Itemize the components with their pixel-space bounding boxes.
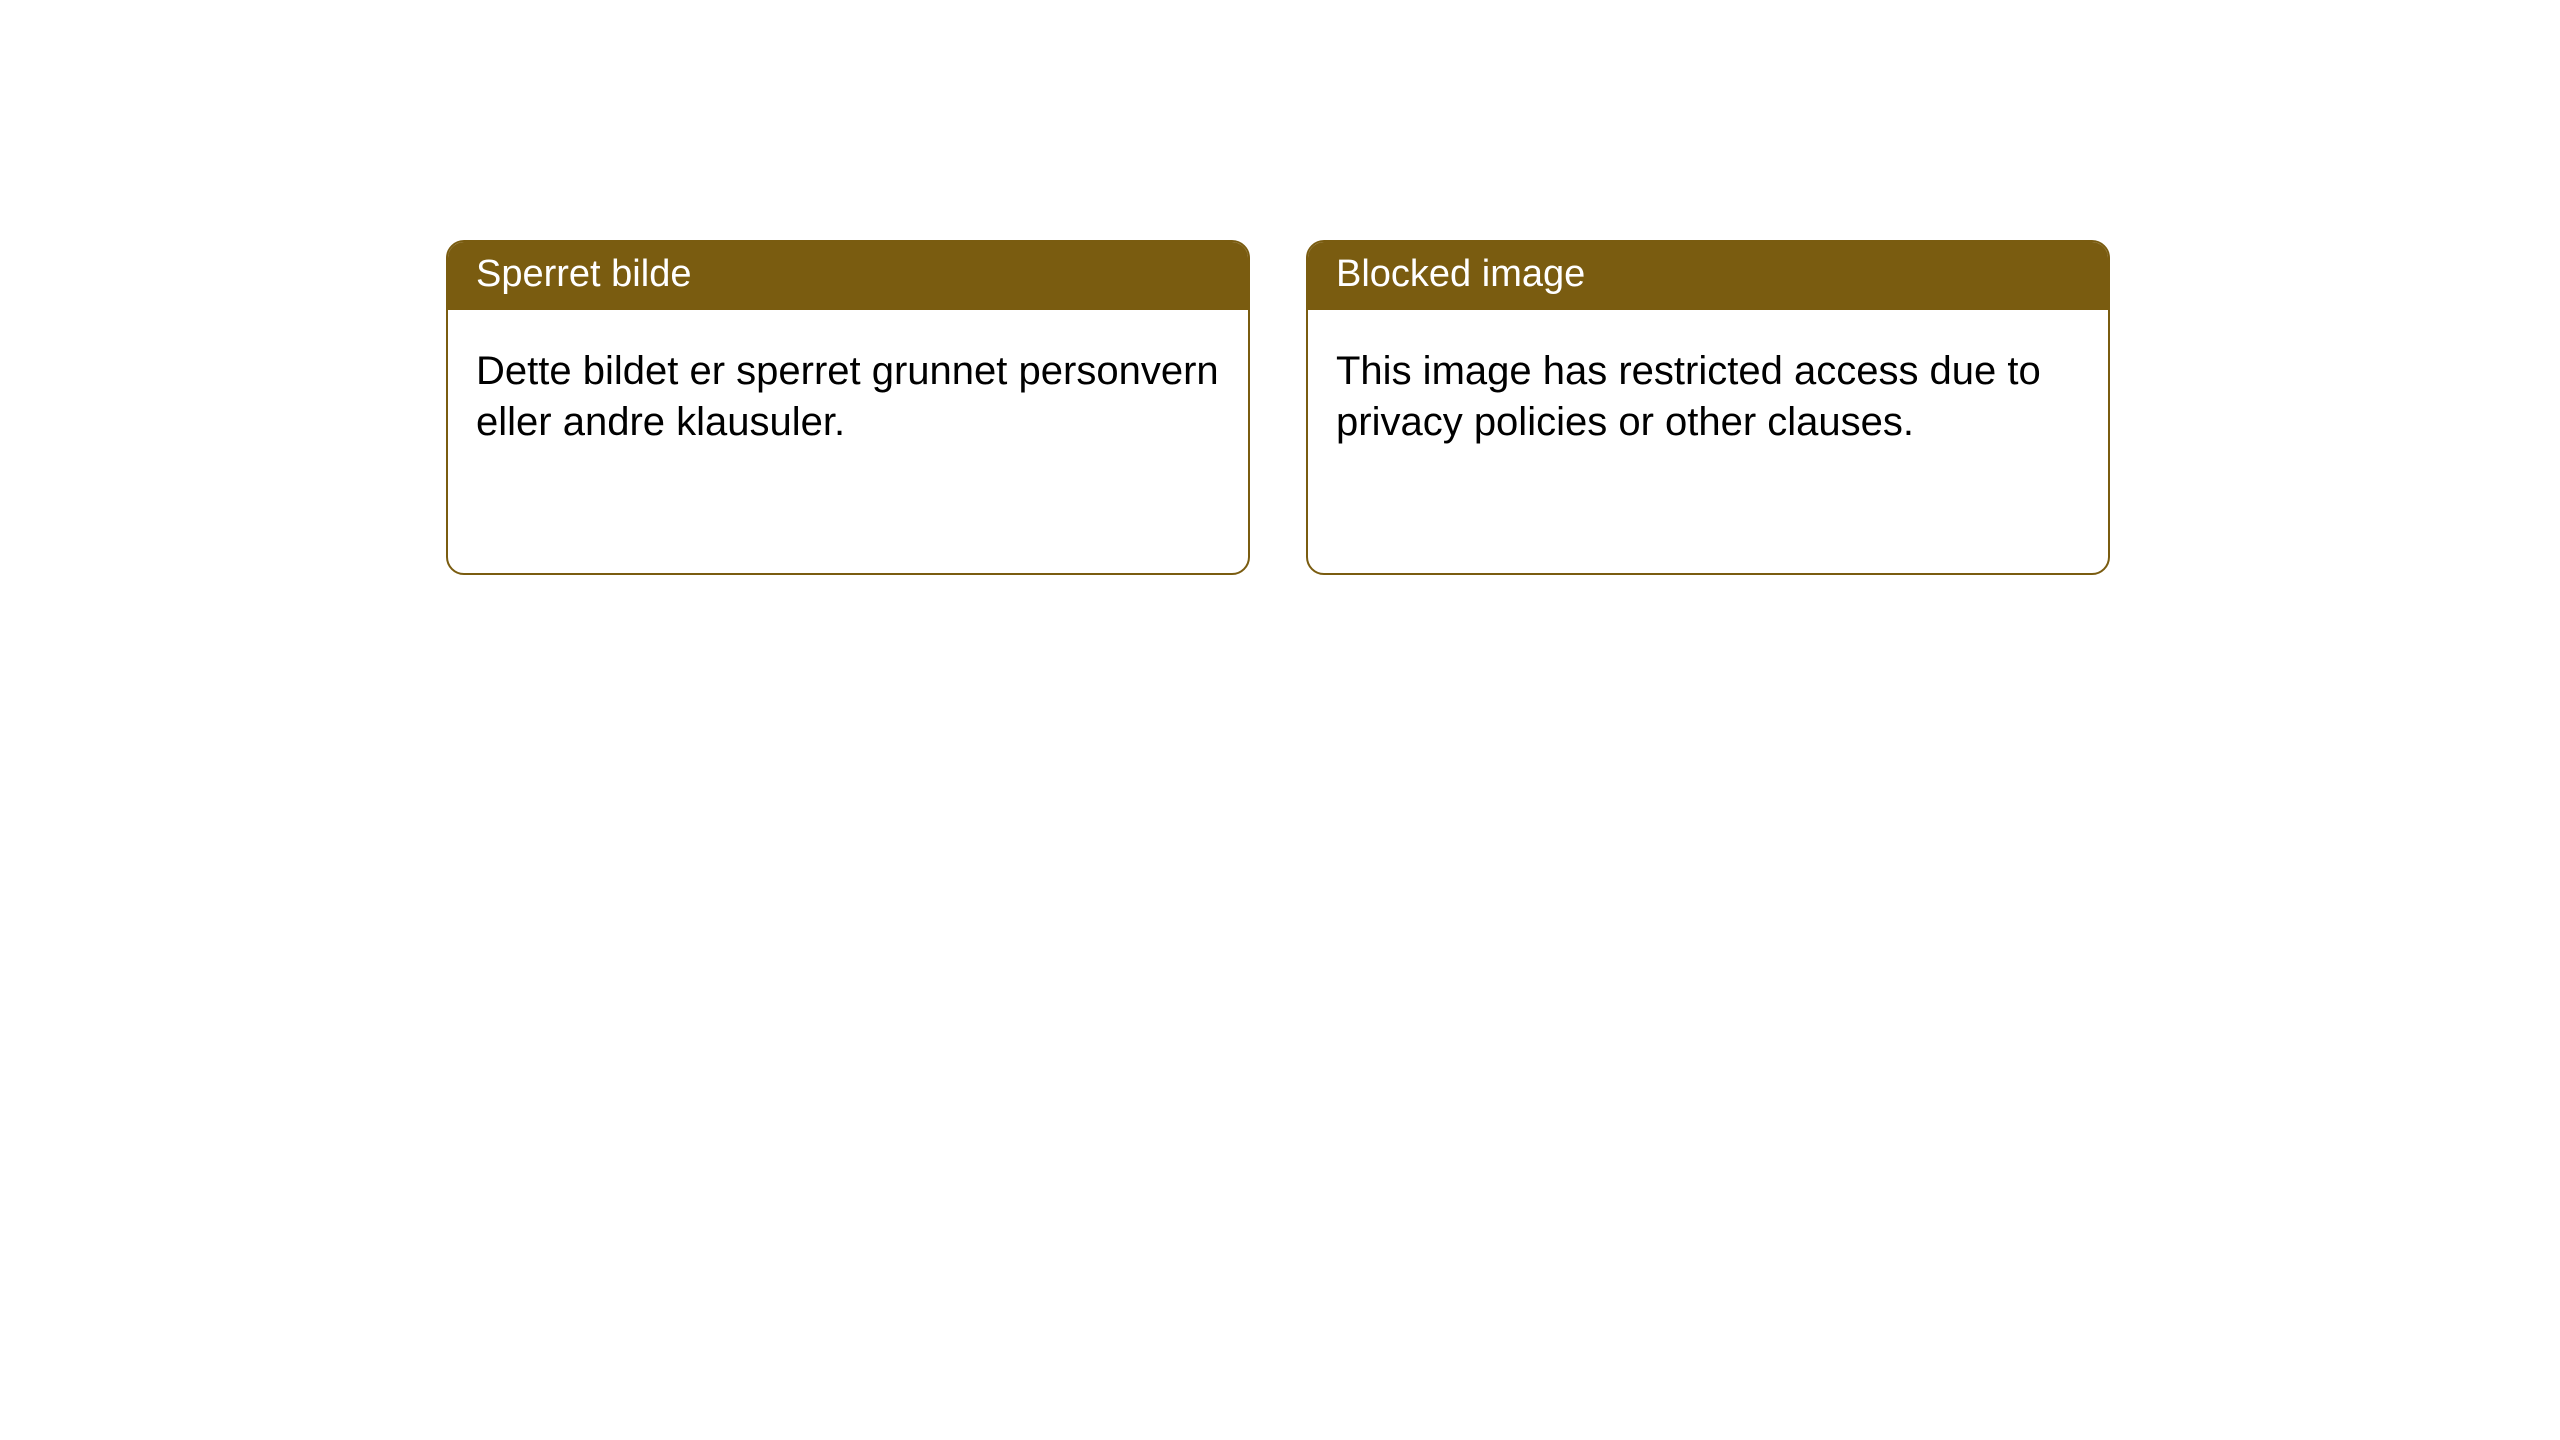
notice-card-header: Blocked image: [1308, 242, 2108, 310]
notice-card-header: Sperret bilde: [448, 242, 1248, 310]
notice-card-norwegian: Sperret bilde Dette bildet er sperret gr…: [446, 240, 1250, 575]
notice-card-body: This image has restricted access due to …: [1308, 310, 2108, 476]
notice-title-text: Blocked image: [1336, 253, 1585, 295]
notice-card-body: Dette bildet er sperret grunnet personve…: [448, 310, 1248, 476]
notice-body-text: This image has restricted access due to …: [1336, 349, 2041, 444]
notice-title-text: Sperret bilde: [476, 253, 691, 295]
notice-card-english: Blocked image This image has restricted …: [1306, 240, 2110, 575]
notice-body-text: Dette bildet er sperret grunnet personve…: [476, 349, 1219, 444]
notice-container: Sperret bilde Dette bildet er sperret gr…: [0, 0, 2560, 575]
